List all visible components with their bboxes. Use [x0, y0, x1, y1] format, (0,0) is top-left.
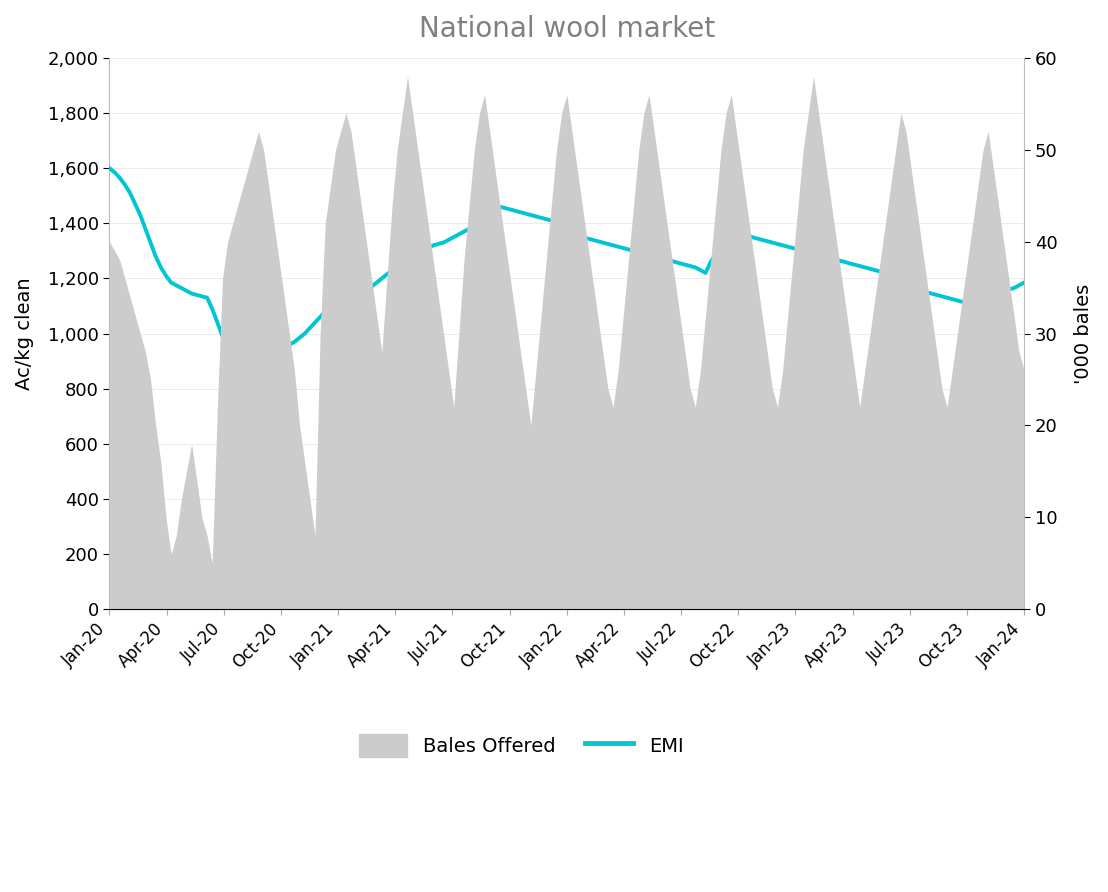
Y-axis label: Ac/kg clean: Ac/kg clean — [16, 277, 34, 390]
Y-axis label: '000 bales: '000 bales — [1074, 284, 1092, 384]
Legend: Bales Offered, EMI: Bales Offered, EMI — [351, 726, 691, 765]
Title: National wool market: National wool market — [419, 15, 715, 43]
